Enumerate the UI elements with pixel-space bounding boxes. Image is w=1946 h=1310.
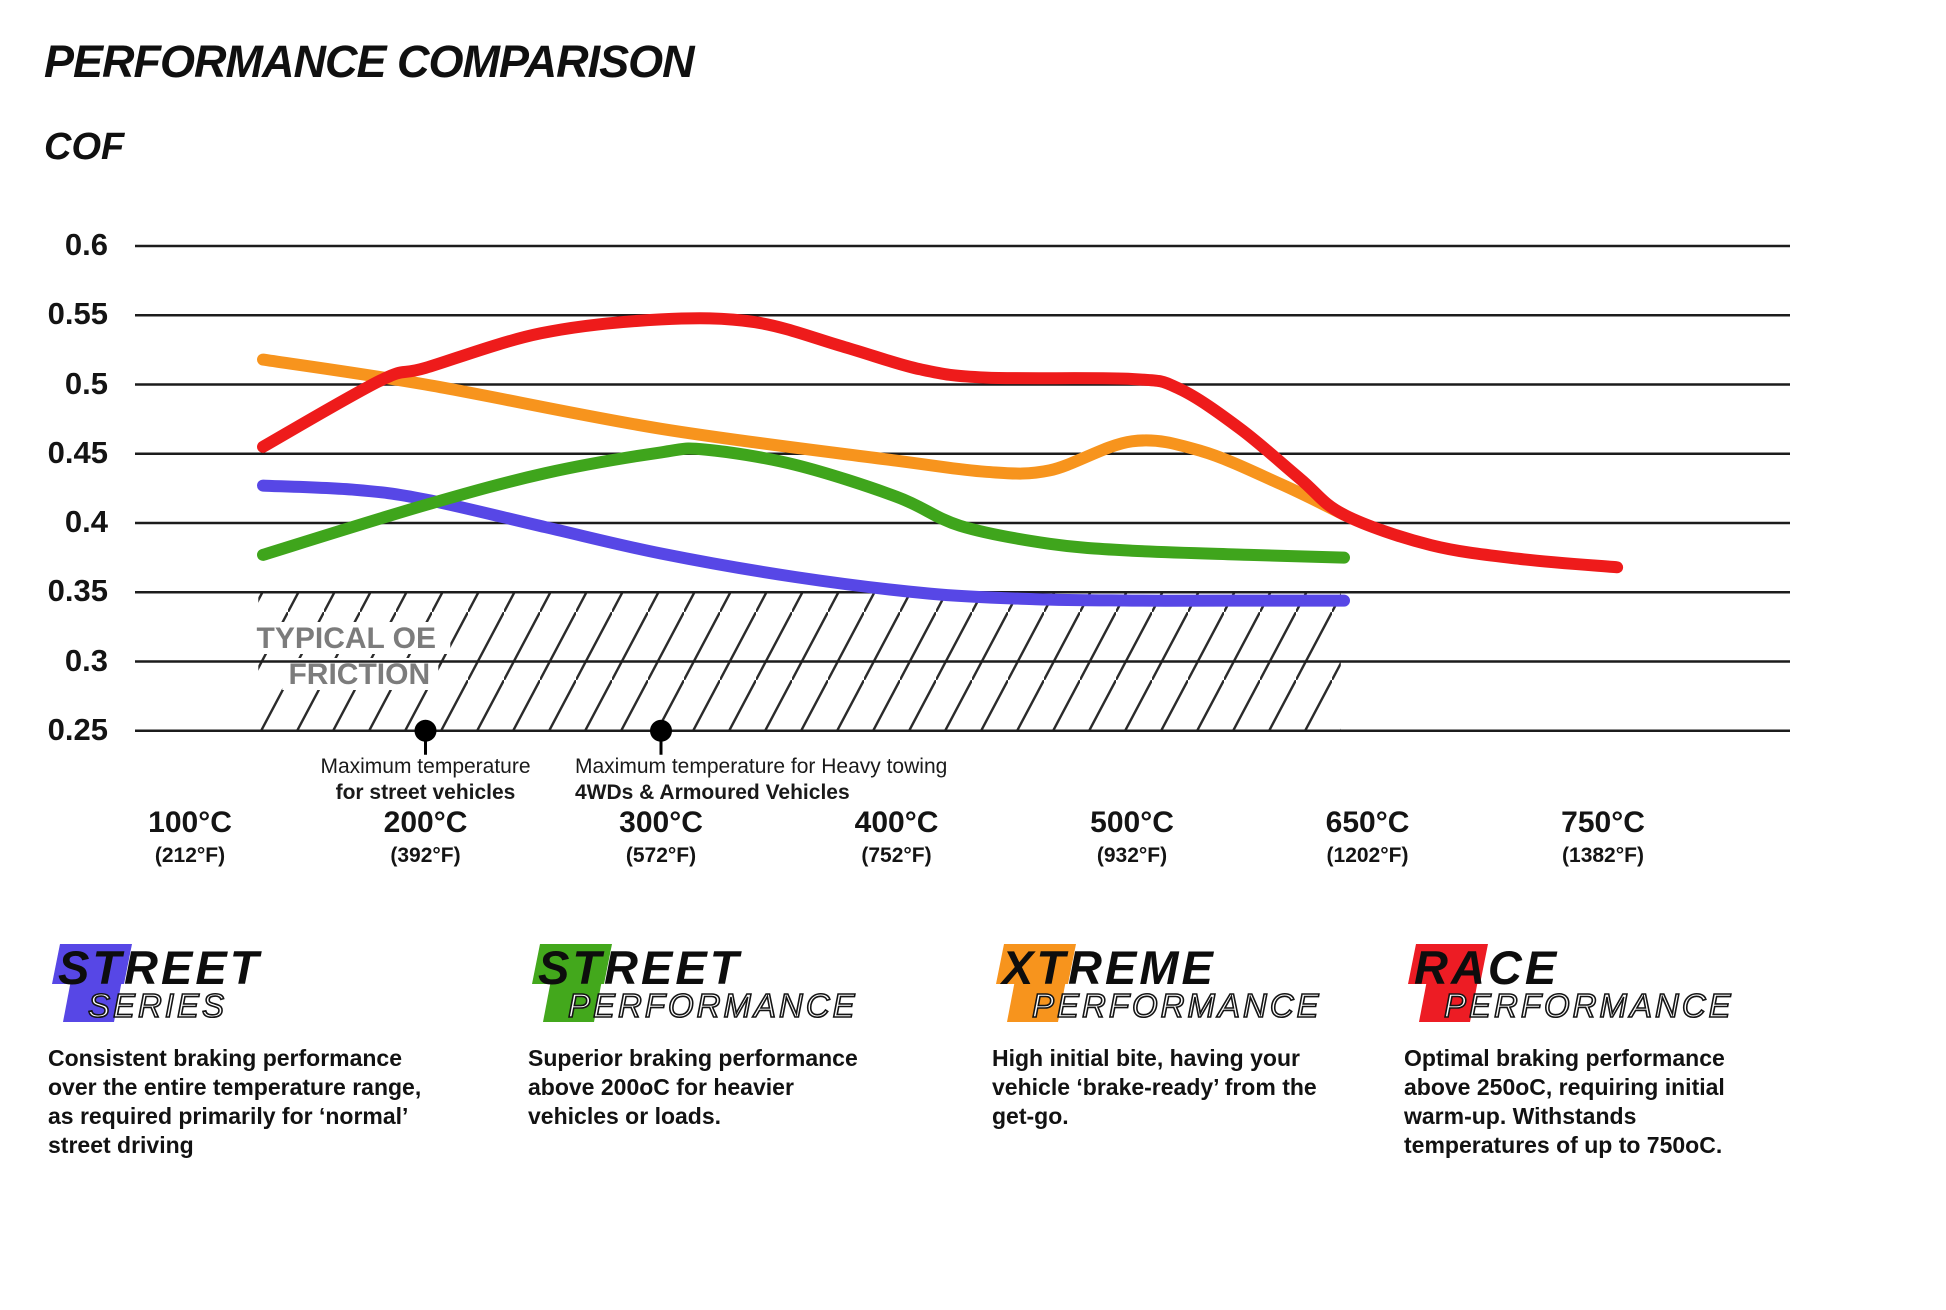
logo-mark-street-series-icon — [52, 944, 132, 1022]
y-tick-label-0.3: 0.3 — [64, 642, 108, 678]
logo-street-series: STREET SERIES — [46, 940, 446, 1040]
x-tick-label-300c: 300°C — [619, 806, 703, 839]
legend-description-race-performance: Optimal braking performance above 250oC,… — [1404, 1045, 1725, 1158]
y-tick-label-0.45: 0.45 — [47, 434, 108, 470]
x-tick-sublabel-400c: (752°F) — [861, 844, 932, 867]
x-tick-sublabel-300c: (572°F) — [625, 844, 697, 867]
x-tick-label-500c: 500°C — [1090, 806, 1174, 839]
logo-mark-street-performance-icon — [532, 944, 612, 1022]
logo-xtreme-performance: XTREME PERFORMANCE — [990, 940, 1320, 1040]
logo-word1-street-performance: STREET — [538, 941, 742, 994]
legend-xtreme-performance: XTREME PERFORMANCE High initial bite, havi… — [990, 940, 1320, 1129]
y-tick-label-0.35: 0.35 — [47, 573, 108, 609]
annotation-text-1: Maximum temperature for street vehicles — [256, 754, 596, 806]
logo-word2-xtreme-performance: PERFORMANCE — [1031, 986, 1322, 1025]
logo-word2-street-series: SERIES — [87, 986, 228, 1025]
logo-word1-street-series: STREET — [58, 941, 262, 994]
x-tick-sublabel-750c: (1382°F) — [1562, 844, 1644, 867]
logo-word1-race-performance: RACE — [1414, 941, 1560, 994]
x-tick-label-750c: 750°C — [1561, 806, 1645, 839]
series-line-street-series — [257, 479, 1350, 607]
y-tick-label-0.55: 0.55 — [47, 296, 108, 332]
logo-race-performance: RACE PERFORMANCE — [1402, 940, 1782, 1040]
typical-oe-friction-label-line2: FRICTION — [288, 658, 430, 691]
logo-mark-race-performance-icon — [1408, 944, 1488, 1022]
x-tick-sublabel-200c: (392°F) — [390, 844, 461, 867]
x-tick-label-650c: 650°C — [1325, 806, 1410, 839]
annotation-pin-stem-2 — [659, 730, 663, 755]
annotation-pin-dot-1 — [414, 719, 437, 742]
legend-description-xtreme-performance: High initial bite, having your vehicle ‘… — [992, 1045, 1317, 1129]
page-title: PERFORMANCE COMPARISON — [44, 36, 695, 87]
legend-description-street-series: Consistent braking performance over the … — [48, 1045, 422, 1158]
typical-oe-friction-label-line1: TYPICAL OE — [257, 622, 436, 655]
annotation-text-2-line1: Maximum temperature for Heavy towing — [575, 755, 948, 778]
annotation-text-2: Maximum temperature for Heavy towing 4WDs… — [575, 754, 1035, 806]
series-line-xtreme-performance — [257, 353, 1350, 521]
annotation-pin-stem-1 — [424, 730, 427, 755]
logo-street-performance: STREET PERFORMANCE — [526, 940, 886, 1040]
annotation-pin-dot-2 — [650, 719, 672, 742]
x-tick-label-100c: 100°C — [148, 806, 232, 839]
x-tick-sublabel-100c: (212°F) — [154, 844, 226, 867]
x-tick-sublabel-650c: (1202°F) — [1326, 844, 1409, 867]
x-tick-label-400c: 400°C — [854, 806, 939, 839]
legend-race-performance: RACE PERFORMANCE Optimal braking performan… — [1402, 940, 1782, 1158]
annotation-text-1-line1: Maximum temperature — [320, 755, 531, 778]
y-tick-label-0.4: 0.4 — [64, 504, 108, 539]
y-tick-label-0.6: 0.6 — [64, 227, 108, 262]
logo-word2-race-performance: PERFORMANCE — [1443, 986, 1734, 1025]
annotation-text-1-line2: for street vehicles — [335, 781, 516, 804]
y-axis-title: COF — [44, 126, 125, 168]
legend-street-performance: STREET PERFORMANCE Superior braking perfor… — [526, 940, 886, 1129]
y-tick-label-0.25: 0.25 — [47, 711, 108, 747]
series-line-race-performance — [257, 312, 1624, 574]
logo-word2-street-performance: PERFORMANCE — [567, 986, 858, 1025]
x-tick-sublabel-500c: (932°F) — [1096, 844, 1168, 867]
y-tick-label-0.5: 0.5 — [64, 365, 108, 401]
annotation-text-2-line2: 4WDs & Armoured Vehicles — [575, 781, 850, 804]
x-tick-label-200c: 200°C — [383, 806, 468, 839]
series-line-street-performance — [257, 442, 1350, 564]
legend-street-series: STREET SERIES Consistent braking performan… — [46, 940, 446, 1158]
logo-mark-xtreme-performance-icon — [996, 944, 1076, 1022]
legend-description-street-performance: Superior braking performance above 200oC… — [528, 1045, 858, 1129]
logo-word1-xtreme-performance: XTREME — [1002, 941, 1216, 994]
